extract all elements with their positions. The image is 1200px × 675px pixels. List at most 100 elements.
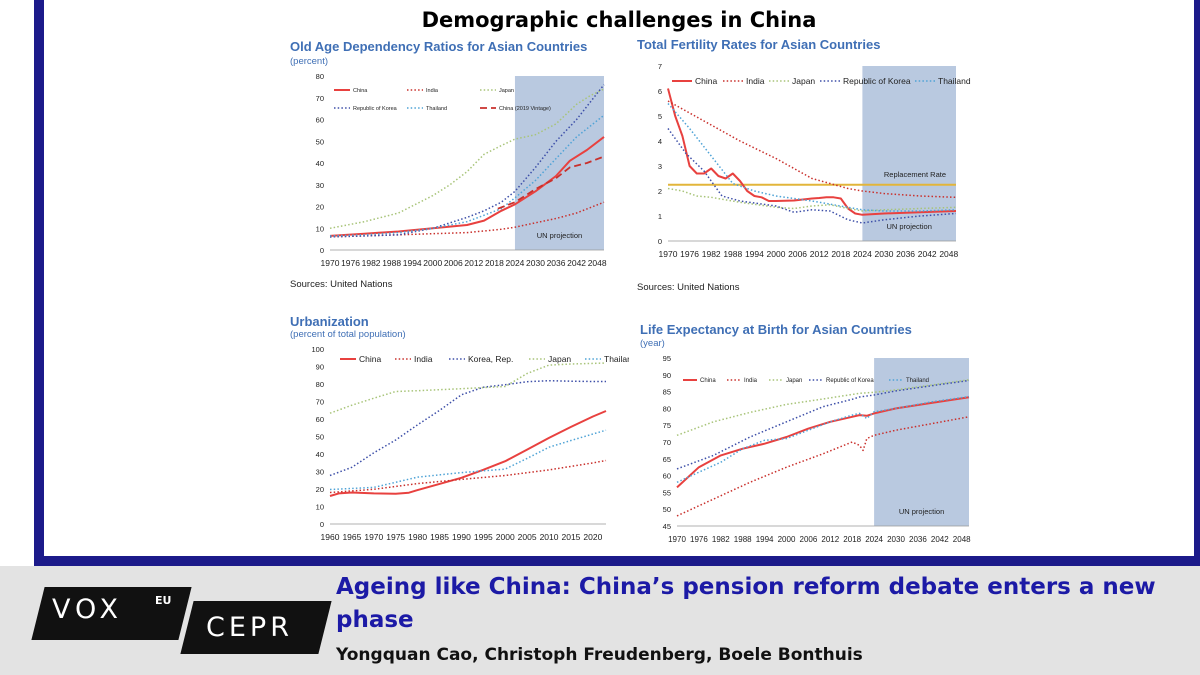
eu-logo-text: EU <box>155 594 172 607</box>
x-tick-label: 2006 <box>800 535 818 544</box>
y-tick-label: 100 <box>311 345 324 354</box>
x-tick-label: 1990 <box>452 532 471 542</box>
x-tick-label: 1965 <box>342 532 361 542</box>
projection-annotation: UN projection <box>899 507 944 516</box>
y-tick-label: 80 <box>316 380 324 389</box>
x-tick-label: 2036 <box>896 249 915 259</box>
x-tick-label: 2030 <box>526 258 545 268</box>
x-tick-label: 1988 <box>734 535 752 544</box>
y-tick-label: 75 <box>663 421 671 430</box>
x-tick-label: 2042 <box>918 249 937 259</box>
x-tick-label: 1970 <box>668 535 686 544</box>
legend-label: India <box>746 76 765 86</box>
y-tick-label: 70 <box>663 438 671 447</box>
series-line-india <box>667 100 957 199</box>
x-tick-label: 2018 <box>485 258 504 268</box>
legend-label: China <box>700 378 716 384</box>
x-tick-label: 1976 <box>341 258 360 268</box>
x-tick-label: 2048 <box>953 535 971 544</box>
x-tick-label: 2024 <box>505 258 524 268</box>
legend-label: China <box>359 354 381 364</box>
series-line-china <box>667 88 957 216</box>
y-tick-label: 60 <box>316 415 324 424</box>
series-line-republic-of-korea <box>329 84 605 238</box>
x-tick-label: 2005 <box>518 532 537 542</box>
series-line-thailand <box>667 103 957 212</box>
series-line-thailand <box>676 395 970 483</box>
series-line-thailand <box>329 429 607 491</box>
x-tick-label: 1980 <box>408 532 427 542</box>
x-tick-label: 1960 <box>321 532 340 542</box>
legend-label: China (2019 Vintage) <box>499 106 551 112</box>
series-line-china <box>329 410 607 497</box>
y-tick-label: 4 <box>658 137 662 146</box>
legend-label: China <box>353 88 368 94</box>
page-title: Demographic challenges in China <box>421 8 817 32</box>
legend-label: India <box>744 378 758 384</box>
y-tick-label: 80 <box>316 72 324 81</box>
y-tick-label: 65 <box>663 455 671 464</box>
x-tick-label: 2020 <box>583 532 602 542</box>
x-tick-label: 2042 <box>931 535 949 544</box>
x-tick-label: 1976 <box>690 535 708 544</box>
chart-source: Sources: United Nations <box>290 279 393 290</box>
x-tick-label: 1970 <box>364 532 383 542</box>
article-title[interactable]: Ageing like China: China’s pension refor… <box>336 574 1156 633</box>
legend-label: Japan <box>792 76 815 86</box>
x-tick-label: 2048 <box>588 258 607 268</box>
y-tick-label: 95 <box>663 354 671 363</box>
chart-subtitle: (year) <box>640 338 665 349</box>
chart-title: Urbanization <box>290 314 369 329</box>
y-tick-label: 0 <box>320 246 324 255</box>
x-tick-label: 2010 <box>540 532 559 542</box>
series-line-india <box>329 201 605 238</box>
x-tick-label: 1985 <box>430 532 449 542</box>
x-tick-label: 1975 <box>386 532 405 542</box>
y-tick-label: 60 <box>663 472 671 481</box>
series-line-thailand <box>329 114 605 237</box>
x-tick-label: 2006 <box>444 258 463 268</box>
legend-label: Republic of Korea <box>843 76 911 86</box>
y-tick-label: 3 <box>658 162 662 171</box>
x-tick-label: 2048 <box>939 249 958 259</box>
x-tick-label: 2015 <box>561 532 580 542</box>
y-tick-label: 90 <box>663 371 671 380</box>
x-tick-label: 2000 <box>767 249 786 259</box>
x-tick-label: 1982 <box>702 249 721 259</box>
legend-label: India <box>426 88 439 94</box>
vox-logo-text: VOX <box>52 594 124 625</box>
y-tick-label: 7 <box>658 62 662 71</box>
x-tick-label: 1970 <box>321 258 340 268</box>
y-tick-label: 10 <box>316 503 324 512</box>
x-tick-label: 1982 <box>362 258 381 268</box>
legend-label: Korea, Rep. <box>468 354 513 364</box>
y-tick-label: 90 <box>316 363 324 372</box>
projection-annotation: UN projection <box>886 222 931 231</box>
x-tick-label: 2042 <box>567 258 586 268</box>
x-tick-label: 2000 <box>496 532 515 542</box>
x-tick-label: 2024 <box>865 535 883 544</box>
y-tick-label: 20 <box>316 485 324 494</box>
series-line-korea-rep- <box>329 379 606 477</box>
x-tick-label: 2024 <box>853 249 872 259</box>
y-tick-label: 85 <box>663 388 671 397</box>
projection-band <box>874 358 969 526</box>
y-tick-label: 6 <box>658 87 662 96</box>
legend-label: Japan <box>786 378 802 384</box>
legend-label: Thailand <box>938 76 971 86</box>
x-tick-label: 1988 <box>723 249 742 259</box>
fertility-chart: UN projection 0 1 2 3 4 5 6 7 1970 1976 1982 1988 199… <box>658 62 971 259</box>
x-tick-label: 1994 <box>403 258 422 268</box>
projection-annotation: UN projection <box>537 231 582 240</box>
y-tick-label: 0 <box>658 237 662 246</box>
x-tick-label: 2030 <box>887 535 905 544</box>
x-tick-label: 1995 <box>474 532 493 542</box>
y-tick-label: 50 <box>663 505 671 514</box>
legend-label: Thailand <box>604 354 629 364</box>
series-line-japan <box>329 362 607 414</box>
chart-title: Old Age Dependency Ratios for Asian Coun… <box>290 39 588 54</box>
y-tick-label: 10 <box>316 224 324 233</box>
x-tick-label: 2030 <box>875 249 894 259</box>
x-tick-label: 2000 <box>778 535 796 544</box>
